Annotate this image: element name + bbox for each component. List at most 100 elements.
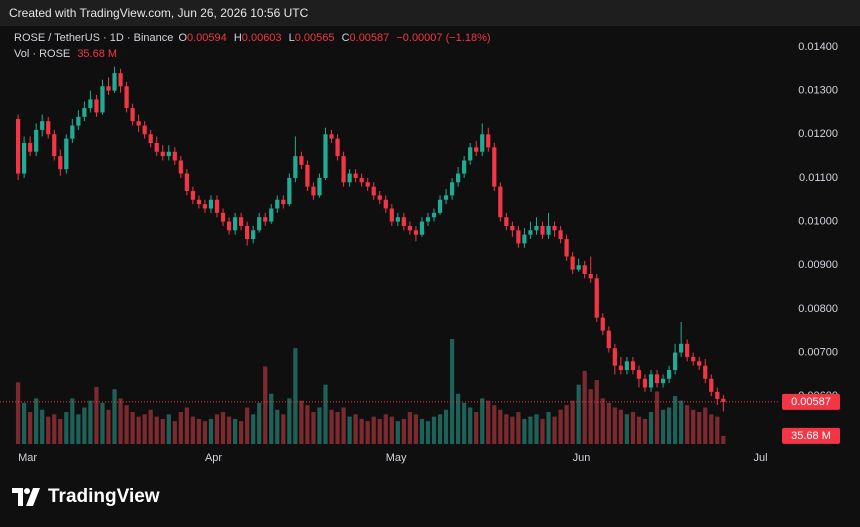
volume-bar [383,414,388,444]
volume-bar [287,398,292,444]
candle-body [510,225,515,231]
volume-bar [673,396,678,444]
volume-bar [456,393,461,444]
candle-body [449,182,455,196]
candle-body [540,225,545,235]
candle-body [232,217,238,231]
x-tick-label: May [386,452,407,464]
volume-bar [624,414,630,444]
volume-bar [654,391,660,444]
volume-bar [88,400,93,444]
volume-bar [558,409,563,444]
volume-bar [124,405,129,444]
candle-body [178,160,183,174]
volume-bar [257,402,262,444]
candle-body [112,73,117,91]
candle-body [654,374,660,384]
volume-bar [311,412,316,444]
candle-body [257,217,262,231]
volume-bar [22,402,27,444]
ohlc-value: 0.00587 [349,32,390,44]
volume-bar [58,418,63,444]
volume-bar [576,384,581,444]
candle-body [636,370,642,379]
candle-body [52,134,57,157]
candle-body [594,278,599,318]
candle-body [172,151,177,161]
volume-bar [28,412,33,444]
candle-body [341,156,346,183]
volume-bar [359,418,364,444]
header: Created with TradingView.com, Jun 26, 20… [0,0,860,26]
ohlc-value: 0.00565 [294,32,335,44]
volume-bar [347,416,352,444]
volume-bar [534,414,539,444]
volume-bar [618,409,623,444]
candle-body [70,125,75,139]
volume-bar [443,409,449,444]
volume-bar [299,400,304,444]
volume-bar [642,418,648,444]
candle-body [516,230,521,244]
candle-body [214,199,220,213]
candle-body [570,256,575,270]
volume-bar [685,405,690,444]
volume-bar [697,412,702,444]
candle-body [106,86,111,91]
candle-body [522,234,527,244]
candle-body [443,195,449,200]
candle-body [160,151,165,157]
volume-tag-label: 35.68 M [791,430,831,442]
volume-bar [462,402,467,444]
y-tick-label: 0.01200 [798,128,838,140]
candle-body [245,225,250,240]
candle-body [546,225,551,235]
volume-bar [64,412,69,444]
x-tick-label: Mar [18,452,37,464]
volume-bar [46,416,51,444]
volume-bar [389,416,394,444]
candle-body [666,370,672,379]
candle-body [371,186,376,196]
volume-value: 35.68 M [77,48,118,60]
candle-body [76,116,81,126]
last-price-label: 0.00587 [791,396,831,408]
volume-title: Vol · ROSE [14,48,71,60]
volume-bar [172,421,177,444]
volume-bar [251,414,256,444]
volume-bar [202,421,208,444]
y-tick-label: 0.00900 [798,259,838,271]
volume-legend: Vol · ROSE 35.68 M [14,48,121,60]
candle-body [697,361,702,366]
volume-bar [437,414,443,444]
volume-bar [40,409,45,444]
candle-body [347,173,352,183]
brand: TradingView [12,486,160,508]
volume-bar [305,405,310,444]
candle-body [40,121,45,130]
candle-body [269,208,274,222]
volume-bar [52,414,57,444]
volume-bar [504,414,509,444]
volume-bar [570,400,575,444]
candle-body [22,143,27,174]
candle-body [564,239,569,257]
candle-body [293,156,298,178]
volume-bar [395,421,400,444]
candle-body [323,134,328,178]
volume-bar [275,409,280,444]
candle-body [190,191,195,200]
volume-bar [709,414,714,444]
volume-bar [703,407,708,444]
candle-body [383,199,388,209]
volume-bar [317,407,322,444]
candle-body [58,156,63,170]
volume-bar [15,382,21,444]
symbol: ROSE / TetherUS · 1D · Binance [14,32,174,44]
x-tick-label: Jul [753,452,767,464]
volume-bar [208,418,214,444]
volume-bar [612,407,617,444]
candle-body [239,217,244,226]
volume-bar [660,409,666,444]
candle-body [582,265,587,274]
